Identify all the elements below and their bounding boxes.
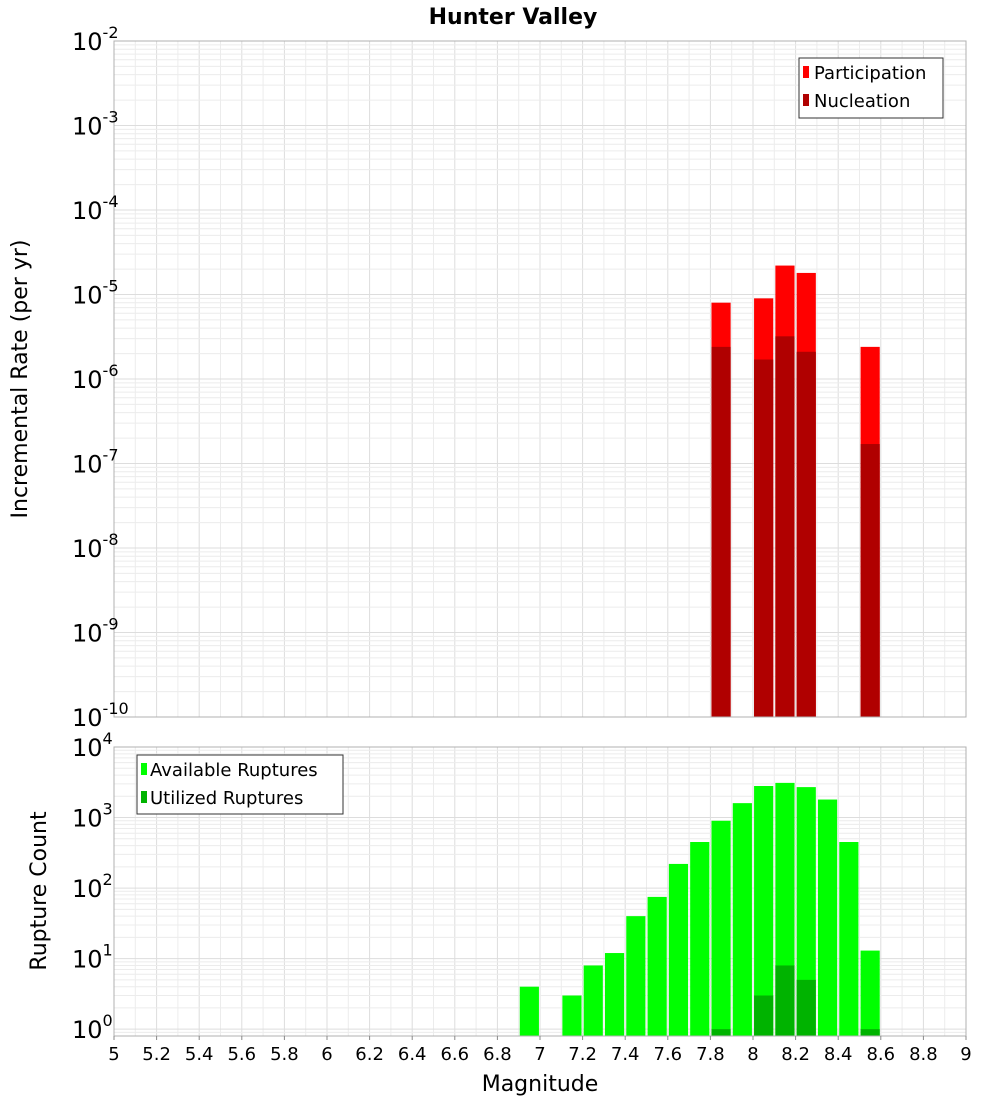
legend-label-available-ruptures: Available Ruptures: [150, 760, 318, 781]
rate-y-tick-label: 10-10: [72, 699, 129, 732]
x-tick-label: 7.6: [653, 1044, 682, 1065]
x-tick-label: 5.6: [227, 1044, 256, 1065]
rate-plot-grid: [113, 40, 967, 718]
x-tick-label: 7.2: [568, 1044, 597, 1065]
rupture-count-y-axis-label: Rupture Count: [27, 811, 52, 971]
x-tick-label: 8.4: [824, 1044, 853, 1065]
rate-bar-nucleation: [775, 336, 795, 717]
count-bar-utilized-ruptures: [860, 1029, 880, 1036]
rupture-count-plot: 100 101 102 103 104 5 5.2 5.4 5.6 5.8 6 6.2 6.4 6.6 6…: [27, 729, 972, 1097]
rate-y-tick-label: 10-8: [72, 530, 119, 563]
rate-plot-y-ticks: 10-10 10-9 10-8 10-7 10-6 10-5 10-4 10-3 10-2: [72, 23, 129, 732]
count-bar-available-ruptures: [860, 950, 880, 1036]
legend-swatch-nucleation: [803, 94, 809, 106]
count-bar-available-ruptures: [668, 863, 689, 1036]
count-y-tick-label: 104: [72, 729, 113, 762]
count-y-tick-label: 100: [72, 1011, 113, 1044]
x-tick-label: 6.2: [355, 1044, 384, 1065]
rate-y-tick-label: 10-9: [72, 615, 119, 648]
x-tick-label: 5.8: [270, 1044, 299, 1065]
count-bar-available-ruptures: [604, 953, 625, 1036]
legend-swatch-utilized-ruptures: [141, 791, 147, 803]
x-tick-label: 7.4: [611, 1044, 640, 1065]
x-tick-label: 8.2: [781, 1044, 810, 1065]
magnitude-x-axis-label: Magnitude: [482, 1072, 599, 1097]
x-tick-label: 8.6: [866, 1044, 895, 1065]
rate-y-tick-label: 10-4: [72, 192, 119, 225]
count-bar-available-ruptures: [647, 896, 667, 1036]
count-bar-available-ruptures: [817, 799, 838, 1036]
count-bar-utilized-ruptures: [711, 1029, 731, 1036]
count-bar-available-ruptures: [754, 785, 774, 1036]
x-tick-label: 9: [960, 1044, 971, 1065]
rate-plot-legend: Participation Nucleation: [798, 57, 944, 119]
rate-plot-bars: [711, 265, 880, 717]
rate-plot-y-axis-label: Incremental Rate (per yr): [8, 240, 33, 519]
rupture-count-legend-box: [136, 754, 344, 815]
chart-title: Hunter Valley: [429, 5, 598, 30]
rupture-count-plot-bars: [519, 782, 880, 1036]
rate-plot-frame: [113, 40, 967, 718]
x-tick-label: 8.8: [909, 1044, 938, 1065]
x-tick-label: 5: [108, 1044, 119, 1065]
count-y-tick-label: 102: [72, 870, 113, 903]
magnitude-x-ticks: 5 5.2 5.4 5.6 5.8 6 6.2 6.4 6.6 6.8 7 7.2 7.4 7.6 7.8 8…: [108, 1036, 972, 1065]
rate-y-tick-label: 10-5: [72, 277, 119, 310]
x-tick-label: 6.6: [440, 1044, 469, 1065]
count-bar-utilized-ruptures: [775, 965, 795, 1036]
rate-y-tick-label: 10-6: [72, 361, 119, 394]
legend-label-utilized-ruptures: Utilized Ruptures: [150, 788, 303, 809]
count-bar-available-ruptures: [732, 803, 752, 1036]
count-bar-available-ruptures: [562, 995, 582, 1036]
x-tick-label: 7: [534, 1044, 545, 1065]
rate-bar-nucleation: [754, 359, 774, 717]
legend-label-participation: Participation: [814, 63, 926, 84]
x-tick-label: 7.8: [696, 1044, 725, 1065]
rate-bar-nucleation: [860, 444, 880, 717]
count-bar-utilized-ruptures: [796, 979, 816, 1036]
rupture-count-plot-y-ticks: 100 101 102 103 104: [72, 729, 113, 1044]
rupture-count-legend: Available Ruptures Utilized Ruptures: [136, 754, 344, 815]
x-tick-label: 5.4: [185, 1044, 214, 1065]
legend-swatch-available-ruptures: [141, 763, 147, 775]
x-tick-label: 6.8: [483, 1044, 512, 1065]
rupture-count-plot-grid: [113, 746, 967, 1037]
rate-y-tick-label: 10-3: [72, 108, 119, 141]
count-bar-available-ruptures: [796, 787, 816, 1036]
count-y-tick-label: 101: [72, 941, 113, 974]
rate-plot: 10-10 10-9 10-8 10-7 10-6 10-5 10-4 10-3 10-2 In…: [8, 23, 967, 732]
count-bar-utilized-ruptures: [754, 995, 774, 1036]
x-tick-label: 6: [321, 1044, 332, 1065]
legend-swatch-participation: [803, 66, 809, 78]
count-bar-available-ruptures: [690, 842, 710, 1036]
rate-y-tick-label: 10-2: [72, 23, 119, 56]
x-tick-label: 6.4: [398, 1044, 427, 1065]
legend-label-nucleation: Nucleation: [814, 91, 910, 112]
x-tick-label: 8: [747, 1044, 758, 1065]
count-bar-available-ruptures: [519, 986, 539, 1036]
count-bar-available-ruptures: [626, 916, 646, 1036]
count-y-tick-label: 103: [72, 800, 113, 833]
rate-bar-nucleation: [711, 346, 731, 717]
x-tick-label: 5.2: [142, 1044, 171, 1065]
count-bar-available-ruptures: [839, 842, 859, 1036]
rate-y-tick-label: 10-7: [72, 446, 119, 479]
rate-bar-nucleation: [796, 351, 816, 717]
rate-plot-legend-box: [798, 57, 944, 119]
count-bar-available-ruptures: [583, 965, 603, 1036]
count-bar-available-ruptures: [711, 820, 731, 1036]
